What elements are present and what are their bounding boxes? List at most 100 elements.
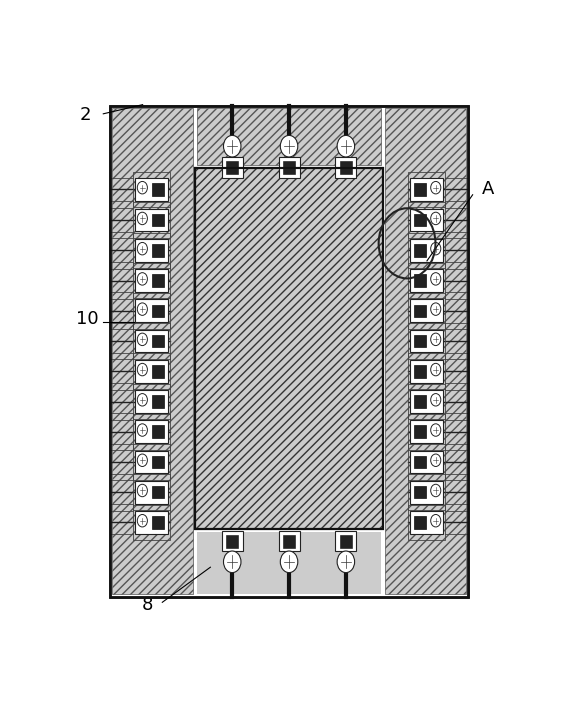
Bar <box>408 383 446 419</box>
Bar <box>279 531 299 551</box>
Circle shape <box>431 393 441 406</box>
Circle shape <box>137 333 147 346</box>
Bar <box>411 239 443 261</box>
Circle shape <box>137 484 147 497</box>
Circle shape <box>280 551 298 573</box>
Bar <box>133 444 170 479</box>
Circle shape <box>137 182 147 194</box>
Bar <box>133 293 170 329</box>
Bar <box>222 531 243 551</box>
Circle shape <box>137 243 147 255</box>
Bar <box>152 244 164 257</box>
Circle shape <box>431 484 441 497</box>
Bar <box>415 516 426 529</box>
Circle shape <box>431 212 441 225</box>
Bar <box>408 263 446 299</box>
Bar <box>415 486 426 498</box>
Bar <box>110 106 195 597</box>
Bar <box>415 244 426 257</box>
Bar <box>133 172 170 207</box>
Bar <box>408 505 446 540</box>
Bar <box>408 323 446 359</box>
Bar <box>415 214 426 226</box>
Bar <box>152 456 164 468</box>
Circle shape <box>223 551 241 573</box>
Circle shape <box>137 515 147 527</box>
Bar <box>415 274 426 287</box>
Bar <box>133 263 170 299</box>
Bar <box>133 203 170 238</box>
Bar <box>152 305 164 317</box>
Circle shape <box>137 212 147 225</box>
Bar <box>385 109 466 594</box>
Bar <box>340 161 352 175</box>
Circle shape <box>137 363 147 376</box>
Text: 2: 2 <box>80 107 91 124</box>
Bar <box>133 505 170 540</box>
Circle shape <box>137 303 147 315</box>
Bar <box>195 168 383 529</box>
Bar <box>135 209 168 231</box>
Bar <box>283 535 295 548</box>
Bar <box>411 451 443 473</box>
Bar <box>133 323 170 359</box>
Bar <box>152 365 164 378</box>
Bar <box>340 535 352 548</box>
Bar <box>135 481 168 503</box>
Bar <box>415 365 426 378</box>
Bar <box>411 209 443 231</box>
Bar <box>152 335 164 347</box>
Bar <box>415 426 426 438</box>
Bar <box>408 475 446 510</box>
Circle shape <box>137 454 147 466</box>
Bar <box>110 106 468 597</box>
Bar <box>197 532 381 594</box>
Bar <box>133 475 170 510</box>
Bar <box>152 516 164 529</box>
Bar <box>112 109 193 594</box>
Bar <box>135 269 168 292</box>
Circle shape <box>223 135 241 157</box>
Circle shape <box>431 424 441 436</box>
Bar <box>415 305 426 317</box>
Bar <box>411 299 443 322</box>
Bar <box>408 233 446 268</box>
Bar <box>152 486 164 498</box>
Bar <box>336 157 356 177</box>
Bar <box>415 395 426 408</box>
Bar <box>383 106 468 597</box>
Circle shape <box>137 273 147 285</box>
Text: 8: 8 <box>142 596 153 614</box>
Circle shape <box>431 454 441 466</box>
Bar <box>135 329 168 353</box>
Bar <box>336 531 356 551</box>
Bar <box>197 109 381 165</box>
Bar <box>408 172 446 207</box>
Bar <box>135 299 168 322</box>
Bar <box>152 426 164 438</box>
Bar <box>411 269 443 292</box>
Bar <box>222 157 243 177</box>
Bar <box>411 481 443 503</box>
Bar <box>135 239 168 261</box>
Bar <box>408 293 446 329</box>
Bar <box>415 335 426 347</box>
Circle shape <box>137 424 147 436</box>
Bar <box>152 274 164 287</box>
Bar <box>195 106 383 168</box>
Bar <box>408 444 446 479</box>
Bar <box>110 106 468 597</box>
Circle shape <box>431 243 441 255</box>
Bar <box>411 178 443 200</box>
Circle shape <box>431 515 441 527</box>
Bar <box>135 390 168 413</box>
Bar <box>279 157 299 177</box>
Bar <box>152 214 164 226</box>
Bar <box>408 414 446 449</box>
Bar <box>152 395 164 408</box>
Bar <box>135 421 168 443</box>
Bar <box>110 106 468 597</box>
Bar <box>411 360 443 383</box>
Bar <box>135 360 168 383</box>
Circle shape <box>137 393 147 406</box>
